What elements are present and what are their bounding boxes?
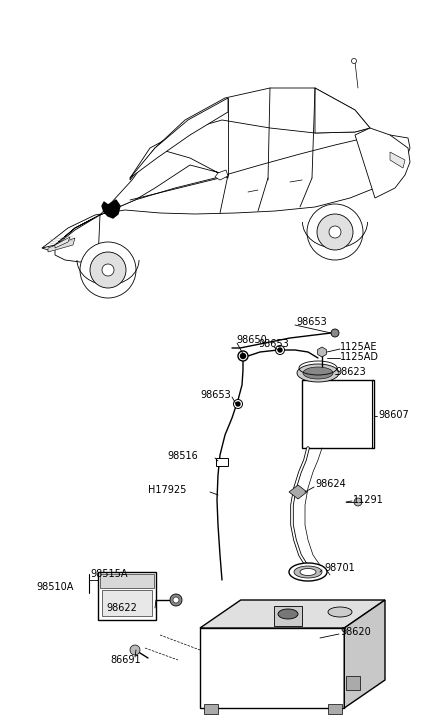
Polygon shape (390, 152, 405, 168)
Polygon shape (130, 98, 228, 178)
Polygon shape (42, 135, 410, 248)
Circle shape (102, 264, 114, 276)
Text: 98653: 98653 (200, 390, 231, 400)
Text: 86691: 86691 (110, 655, 141, 665)
Circle shape (90, 252, 126, 288)
Text: 98620: 98620 (340, 627, 371, 637)
Text: 11291: 11291 (353, 495, 384, 505)
Bar (346, 676, 360, 690)
Ellipse shape (294, 566, 322, 578)
Text: H17925: H17925 (148, 485, 187, 495)
Polygon shape (315, 88, 370, 133)
Bar (328, 704, 343, 714)
Ellipse shape (328, 607, 352, 617)
Text: 98650: 98650 (236, 335, 267, 345)
Text: 98653: 98653 (296, 317, 327, 327)
Circle shape (238, 351, 248, 361)
Polygon shape (289, 485, 307, 499)
Ellipse shape (303, 367, 333, 379)
Circle shape (240, 353, 246, 358)
Circle shape (236, 402, 240, 406)
Circle shape (331, 329, 339, 337)
Text: 98516: 98516 (167, 451, 198, 461)
Polygon shape (355, 128, 410, 198)
Polygon shape (48, 238, 75, 252)
Text: 98510A: 98510A (36, 582, 74, 592)
Ellipse shape (278, 609, 298, 619)
Text: 98701: 98701 (324, 563, 355, 573)
Text: 98607: 98607 (378, 410, 409, 420)
Polygon shape (344, 600, 385, 708)
FancyBboxPatch shape (302, 380, 374, 448)
Text: 1125AE: 1125AE (340, 342, 378, 352)
Text: 98653: 98653 (258, 339, 289, 349)
Bar (100, 574, 154, 588)
Polygon shape (200, 628, 344, 708)
Circle shape (233, 400, 243, 409)
Text: 98623: 98623 (335, 367, 366, 377)
Polygon shape (42, 215, 100, 262)
Circle shape (130, 645, 140, 655)
Circle shape (317, 214, 353, 250)
Circle shape (276, 345, 285, 355)
Ellipse shape (289, 563, 327, 581)
Bar (204, 704, 218, 714)
Polygon shape (130, 88, 370, 180)
Bar (98, 572, 156, 620)
Text: 98515A: 98515A (90, 569, 127, 579)
Circle shape (329, 226, 341, 238)
Text: 98624: 98624 (315, 479, 346, 489)
Polygon shape (55, 148, 228, 245)
Bar (102, 590, 152, 616)
Polygon shape (55, 237, 70, 248)
Circle shape (170, 594, 182, 606)
Bar (274, 606, 302, 626)
Circle shape (354, 498, 362, 506)
Polygon shape (200, 600, 385, 628)
Circle shape (80, 242, 136, 298)
Text: 98622: 98622 (106, 603, 137, 613)
Bar (216, 458, 228, 466)
Polygon shape (215, 170, 228, 180)
Circle shape (173, 597, 179, 603)
Ellipse shape (300, 569, 316, 576)
Text: 1125AD: 1125AD (340, 352, 379, 362)
Circle shape (278, 348, 282, 352)
Circle shape (307, 204, 363, 260)
Ellipse shape (297, 364, 339, 382)
Polygon shape (102, 200, 120, 218)
Circle shape (352, 58, 357, 63)
